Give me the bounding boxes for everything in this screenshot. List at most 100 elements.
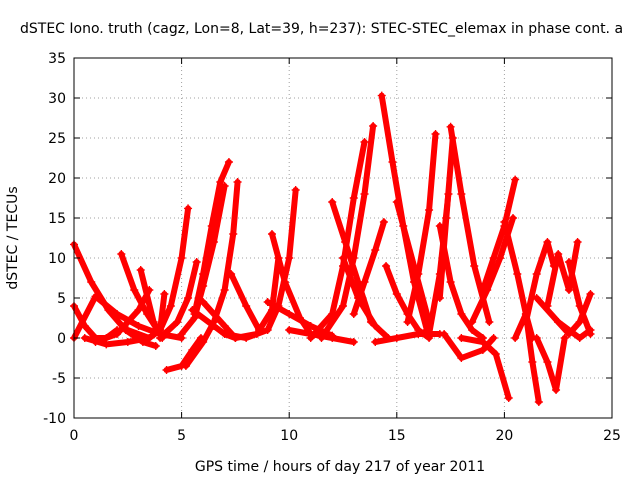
data-point — [414, 270, 423, 278]
data-point — [532, 294, 541, 302]
series-trace — [264, 299, 336, 339]
data-point — [360, 278, 369, 286]
data-point — [216, 178, 225, 186]
data-point — [145, 334, 154, 342]
data-point — [267, 230, 276, 238]
data-point — [220, 286, 229, 294]
series-trace — [522, 239, 557, 325]
data-point — [403, 318, 412, 326]
data-point — [233, 178, 242, 186]
series-arc-13 — [181, 178, 242, 370]
y-axis-title: dSTEC / TECUs — [5, 186, 21, 289]
data-point — [425, 330, 434, 338]
data-point — [532, 334, 541, 342]
series-layer — [70, 91, 595, 406]
data-point — [435, 222, 444, 230]
data-point — [280, 278, 289, 286]
series-arc-27 — [349, 218, 388, 318]
axis-ticks: 0 5 10 15 20 25 -10 -5 0 5 10 15 20 25 30 35 — [43, 51, 621, 444]
y-tick-label: 5 — [57, 291, 66, 307]
data-point — [242, 302, 251, 310]
data-point — [521, 318, 530, 326]
data-point — [509, 214, 518, 222]
series-arc-45 — [543, 238, 582, 310]
data-point — [575, 302, 584, 310]
data-point — [489, 334, 498, 342]
data-point — [130, 286, 139, 294]
x-tick-label: 10 — [280, 428, 298, 444]
y-tick-label: 25 — [48, 131, 66, 147]
series-arc-09 — [145, 204, 193, 342]
data-point — [192, 258, 201, 266]
data-point — [371, 322, 380, 330]
data-point — [369, 122, 378, 130]
data-point — [532, 270, 541, 278]
data-point — [349, 310, 358, 318]
series-arc-11 — [156, 258, 201, 342]
data-point — [231, 334, 240, 342]
data-point — [431, 130, 440, 138]
data-point — [136, 266, 145, 274]
data-point — [113, 330, 122, 338]
series-trace — [163, 335, 204, 373]
series-trace — [232, 255, 282, 341]
data-point — [263, 298, 272, 306]
data-point — [478, 286, 487, 294]
data-point — [285, 310, 294, 318]
data-point — [285, 254, 294, 262]
x-tick-label: 20 — [495, 428, 513, 444]
data-point — [117, 250, 126, 258]
data-point — [156, 334, 165, 342]
series-arc-36 — [446, 122, 494, 326]
data-point — [339, 302, 347, 310]
data-point — [500, 218, 509, 226]
data-point — [468, 326, 477, 334]
data-point — [392, 198, 401, 206]
data-point — [511, 334, 520, 342]
y-tick-label: 30 — [48, 91, 66, 107]
data-point — [199, 270, 208, 278]
data-point — [91, 338, 100, 346]
series-trace — [92, 287, 153, 345]
data-point — [328, 198, 337, 206]
data-point — [379, 218, 388, 226]
data-point — [339, 254, 347, 262]
series-trace — [544, 239, 581, 309]
data-point — [392, 290, 401, 298]
data-point — [491, 350, 500, 358]
data-point — [575, 334, 584, 342]
data-point — [489, 254, 498, 262]
data-point — [470, 262, 479, 270]
y-tick-label: 20 — [48, 171, 66, 187]
x-tick-label: 5 — [177, 428, 186, 444]
data-point — [382, 262, 391, 270]
data-point — [341, 238, 350, 246]
data-point — [435, 294, 444, 302]
data-point — [123, 338, 132, 346]
data-point — [102, 340, 111, 349]
data-point — [552, 386, 561, 394]
series-trace — [157, 259, 200, 341]
data-point — [414, 330, 423, 338]
data-point — [440, 330, 449, 338]
data-point — [199, 338, 208, 346]
series-trace — [329, 199, 374, 325]
y-tick-label: 10 — [48, 251, 66, 267]
data-point — [564, 258, 573, 266]
data-point — [188, 306, 197, 314]
data-point — [446, 122, 455, 131]
data-point — [306, 334, 315, 342]
series-trace — [533, 335, 568, 393]
data-point — [184, 204, 193, 213]
data-point — [220, 330, 229, 338]
series-trace — [350, 219, 387, 317]
series-trace — [533, 295, 594, 341]
data-point — [177, 254, 186, 262]
data-point — [543, 238, 552, 246]
data-point — [586, 326, 595, 334]
data-point — [425, 206, 434, 214]
data-point — [457, 334, 466, 342]
data-point — [181, 362, 190, 370]
data-point — [227, 270, 236, 278]
